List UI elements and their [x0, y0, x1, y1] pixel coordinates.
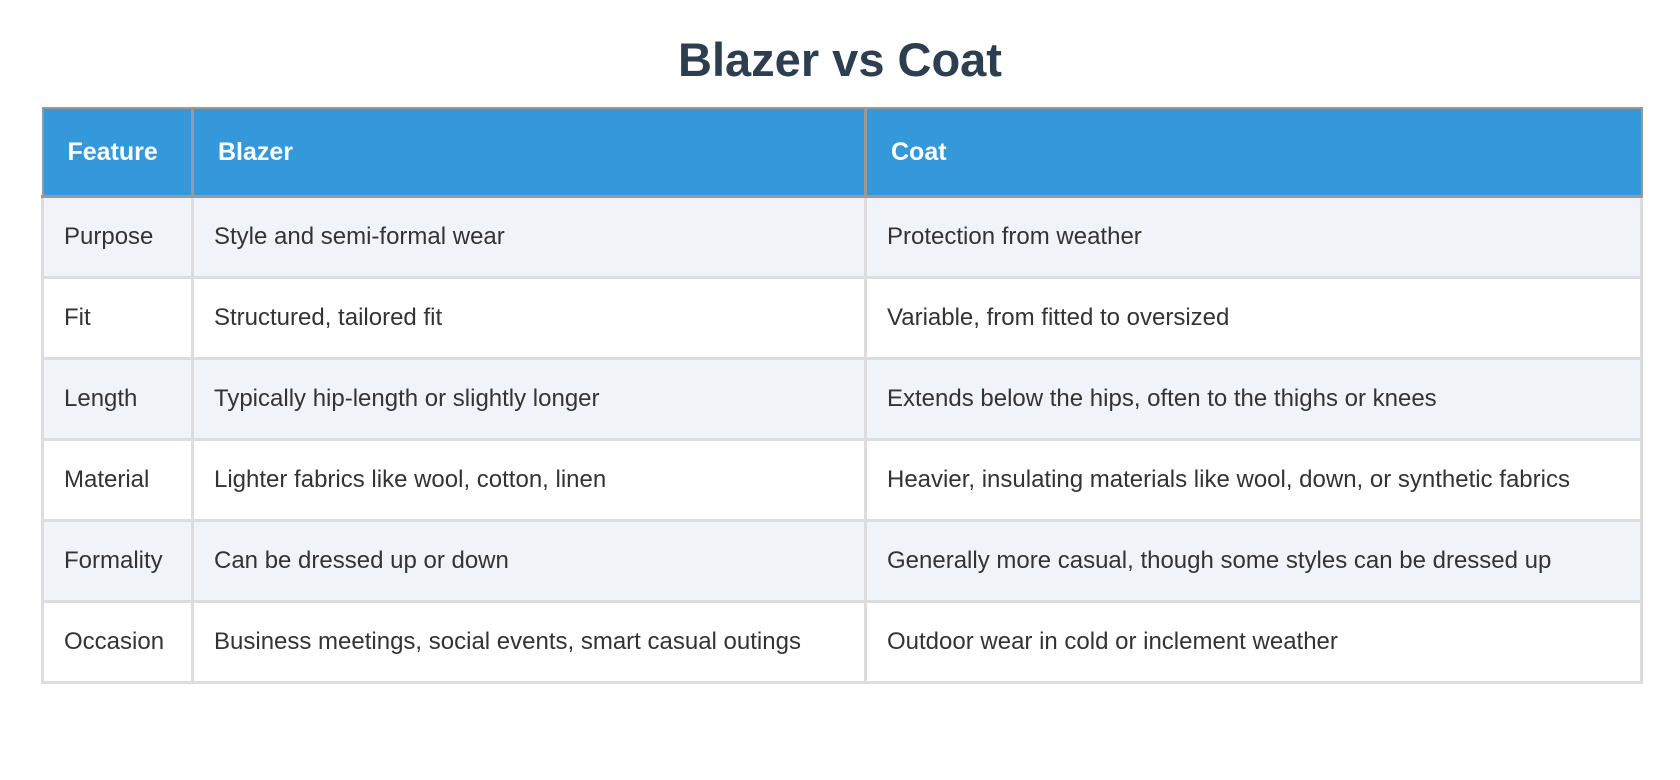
- table-cell: Protection from weather: [864, 195, 1643, 279]
- feature-cell: Occasion: [41, 600, 194, 684]
- header-cell: Feature: [42, 108, 194, 198]
- header-row: Feature Blazer Coat: [42, 108, 1642, 198]
- feature-cell: Material: [41, 438, 194, 522]
- feature-cell: Formality: [41, 519, 194, 603]
- table-cell: Extends below the hips, often to the thi…: [864, 357, 1643, 441]
- table-cell: Business meetings, social events, smart …: [191, 600, 867, 684]
- page-title: Blazer vs Coat: [678, 33, 1002, 86]
- feature-cell: Length: [41, 357, 194, 441]
- table-body: Purpose Style and semi-formal wear Protect…: [41, 195, 1643, 684]
- table-cell: Typically hip-length or slightly longer: [191, 357, 867, 441]
- table-cell: Heavier, insulating materials like wool,…: [864, 438, 1643, 522]
- table-row: Purpose Style and semi-formal wear Protect…: [41, 195, 1643, 279]
- table-row: Fit Structured, tailored fit Variable, fro…: [41, 276, 1643, 360]
- table-cell: Variable, from fitted to oversized: [864, 276, 1643, 360]
- table-cell: Lighter fabrics like wool, cotton, linen: [191, 438, 867, 522]
- table-cell: Outdoor wear in cold or inclement weathe…: [864, 600, 1643, 684]
- feature-cell: Fit: [41, 276, 194, 360]
- table-row: Formality Can be dressed up or down Genera…: [41, 519, 1643, 603]
- table-cell: Structured, tailored fit: [191, 276, 867, 360]
- table-row: Occasion Business meetings, social events…: [41, 600, 1643, 684]
- feature-cell: Purpose: [41, 195, 194, 279]
- table-row: Length Typically hip-length or slightly l…: [41, 357, 1643, 441]
- header-cell: Coat: [864, 108, 1642, 198]
- header-cell: Blazer: [191, 108, 867, 198]
- table-cell: Style and semi-formal wear: [191, 195, 867, 279]
- table-row: Material Lighter fabrics like wool, cotto…: [41, 438, 1643, 522]
- table-cell: Can be dressed up or down: [191, 519, 867, 603]
- table-header: Feature Blazer Coat: [42, 108, 1642, 198]
- table-cell: Generally more casual, though some style…: [864, 519, 1643, 603]
- comparison-table: Feature Blazer Coat Purpose Style and semi-…: [41, 107, 1643, 684]
